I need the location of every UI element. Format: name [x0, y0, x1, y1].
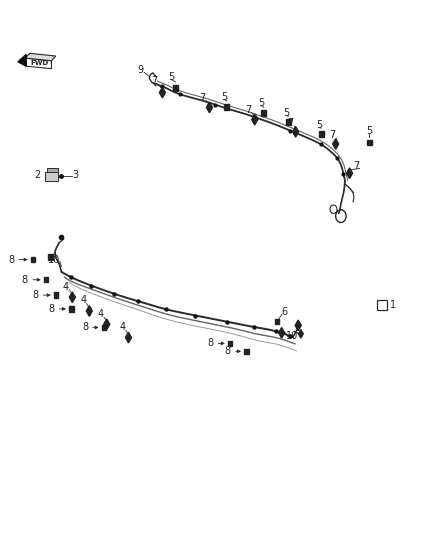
Text: 6: 6 [281, 306, 287, 317]
Text: 2: 2 [34, 171, 40, 180]
Bar [367, 140, 371, 146]
Bar [31, 257, 35, 262]
Bar [173, 85, 178, 91]
Text: 1: 1 [390, 300, 396, 310]
Text: 8: 8 [225, 346, 231, 357]
Bar [261, 110, 266, 116]
Text: 7: 7 [152, 76, 158, 86]
Bar [286, 119, 290, 125]
Polygon shape [18, 54, 26, 66]
Bar [224, 104, 229, 110]
Polygon shape [293, 126, 299, 137]
Bar [44, 277, 48, 282]
Polygon shape [332, 139, 339, 149]
Text: 7: 7 [329, 130, 335, 140]
Polygon shape [104, 319, 110, 329]
Text: 8: 8 [32, 290, 39, 300]
Polygon shape [252, 114, 258, 125]
Text: 10: 10 [48, 255, 60, 264]
Bar [45, 172, 58, 181]
Text: 9: 9 [138, 66, 144, 75]
Text: 10: 10 [286, 332, 298, 342]
Text: 8: 8 [48, 304, 54, 314]
Text: 8: 8 [22, 274, 28, 285]
Text: 5: 5 [258, 98, 265, 108]
Text: 5: 5 [283, 108, 290, 118]
Text: 4: 4 [98, 309, 104, 319]
Bar [228, 341, 233, 346]
Text: 7: 7 [245, 105, 251, 115]
Text: 3: 3 [72, 171, 78, 180]
Polygon shape [86, 306, 92, 317]
Text: 8: 8 [207, 338, 213, 349]
Text: 8: 8 [8, 255, 14, 264]
Polygon shape [25, 58, 51, 69]
Text: 7: 7 [353, 161, 359, 171]
Bar [47, 168, 58, 172]
Polygon shape [25, 53, 56, 61]
Text: 8: 8 [82, 322, 88, 333]
Text: 7: 7 [288, 118, 294, 128]
Text: 5: 5 [221, 92, 227, 102]
Polygon shape [295, 320, 301, 330]
Polygon shape [279, 327, 285, 338]
Bar [54, 293, 58, 298]
Bar [275, 319, 279, 324]
Text: 5: 5 [316, 120, 322, 130]
Polygon shape [69, 292, 75, 303]
Polygon shape [206, 102, 212, 113]
Text: 5: 5 [366, 126, 372, 136]
Text: 4: 4 [63, 281, 69, 292]
Text: 7: 7 [199, 93, 205, 103]
Polygon shape [159, 87, 166, 98]
Bar [377, 301, 388, 310]
Polygon shape [125, 332, 131, 343]
Text: 4: 4 [119, 322, 125, 333]
Bar [244, 349, 249, 354]
Bar [319, 131, 324, 137]
Text: 4: 4 [80, 295, 86, 305]
Text: FWD: FWD [30, 60, 48, 67]
Text: 5: 5 [168, 71, 174, 82]
Bar [69, 306, 74, 312]
Polygon shape [298, 329, 303, 338]
Bar [102, 325, 106, 330]
Bar [48, 254, 53, 260]
Polygon shape [346, 168, 353, 179]
